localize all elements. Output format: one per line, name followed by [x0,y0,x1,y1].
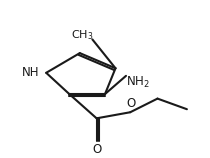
Text: NH: NH [22,66,39,79]
Text: O: O [92,143,101,156]
Text: CH$_3$: CH$_3$ [71,28,93,42]
Text: NH$_2$: NH$_2$ [126,75,150,90]
Text: O: O [127,97,136,110]
